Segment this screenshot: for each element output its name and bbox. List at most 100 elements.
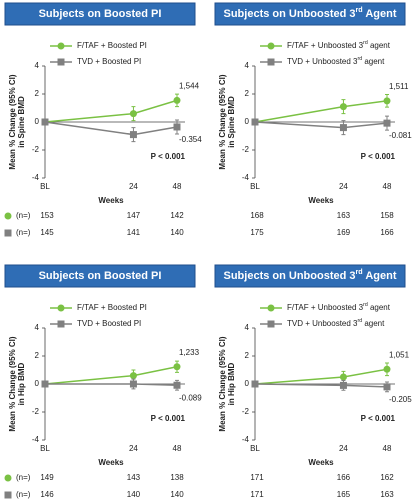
- series-line: [254, 368, 388, 385]
- y-tick-label: 2: [35, 89, 40, 98]
- point: [129, 372, 137, 380]
- x-tick-label: 48: [173, 182, 182, 191]
- n-value: 146: [40, 490, 54, 499]
- n-value: 140: [127, 490, 141, 499]
- n-value: 163: [380, 490, 394, 499]
- n-value: 141: [127, 228, 141, 237]
- n-value: 138: [170, 473, 184, 482]
- series-line: [44, 99, 178, 123]
- point: [41, 380, 49, 388]
- value-label: -0.354: [179, 135, 202, 144]
- value-label: 1,233: [179, 348, 200, 357]
- legend-marker: [267, 304, 275, 312]
- legend-label: TVD + Boosted PI: [77, 57, 141, 66]
- panel-header: [4, 2, 196, 26]
- n-value: 163: [337, 211, 351, 220]
- point: [41, 118, 49, 126]
- x-tick-label: BL: [250, 444, 260, 453]
- n-label: (n=): [16, 490, 31, 499]
- y-tick-label: -2: [242, 145, 250, 154]
- value-label: 1,544: [179, 81, 200, 90]
- series-line: [44, 121, 178, 136]
- point: [339, 373, 347, 381]
- point: [339, 124, 347, 132]
- y-tick-label: 4: [245, 323, 250, 332]
- n-marker: [4, 474, 12, 482]
- y-axis-label: in Hip BMD: [227, 362, 236, 405]
- legend-marker: [57, 320, 65, 328]
- value-label: 1,051: [389, 350, 410, 359]
- y-axis-label: in Hip BMD: [17, 362, 26, 405]
- legend-marker: [267, 320, 275, 328]
- x-tick-label: 24: [129, 444, 138, 453]
- x-axis-label: Weeks: [308, 196, 334, 205]
- value-label: -0.089: [179, 393, 202, 402]
- point: [251, 380, 259, 388]
- y-tick-label: 0: [245, 117, 250, 126]
- point: [129, 380, 137, 388]
- y-tick-label: 0: [245, 379, 250, 388]
- x-tick-label: 48: [173, 444, 182, 453]
- panel-header: [214, 264, 406, 288]
- annotation: P < 0.001: [361, 152, 396, 161]
- n-value: 140: [170, 228, 184, 237]
- panel-title: Subjects on Boosted PI: [39, 270, 162, 282]
- n-marker: [4, 491, 12, 499]
- legend-label: TVD + Unboosted 3rd agent: [287, 56, 385, 66]
- y-tick-label: -4: [242, 435, 250, 444]
- y-tick-label: -4: [242, 173, 250, 182]
- legend-label: TVD + Unboosted 3rd agent: [287, 318, 385, 328]
- point: [383, 383, 391, 391]
- x-tick-label: 48: [383, 444, 392, 453]
- y-tick-label: -4: [32, 173, 40, 182]
- point: [339, 103, 347, 111]
- y-tick-label: -2: [32, 407, 40, 416]
- annotation: P < 0.001: [361, 414, 396, 423]
- n-value: 145: [40, 228, 54, 237]
- n-value: 142: [170, 211, 184, 220]
- x-tick-label: BL: [250, 182, 260, 191]
- y-axis-label: Mean % Change (95% CI): [218, 74, 227, 169]
- annotation: P < 0.001: [151, 152, 186, 161]
- x-axis-label: Weeks: [98, 196, 124, 205]
- point: [129, 131, 137, 139]
- point: [339, 381, 347, 389]
- n-marker: [4, 212, 12, 220]
- legend-marker: [57, 58, 65, 66]
- x-tick-label: 24: [339, 182, 348, 191]
- x-tick-label: 24: [339, 444, 348, 453]
- panel-title: Subjects on Boosted PI: [39, 8, 162, 20]
- n-value: 171: [250, 490, 264, 499]
- x-tick-label: 24: [129, 182, 138, 191]
- point: [383, 365, 391, 373]
- n-value: 165: [337, 490, 351, 499]
- series-line: [44, 366, 178, 385]
- y-tick-label: -2: [32, 145, 40, 154]
- n-label: (n=): [16, 228, 31, 237]
- n-value: 168: [250, 211, 264, 220]
- n-label: (n=): [16, 473, 31, 482]
- annotation: P < 0.001: [151, 414, 186, 423]
- y-tick-label: 2: [245, 89, 250, 98]
- y-tick-label: 0: [35, 379, 40, 388]
- y-axis-label: in Spine BMD: [227, 96, 236, 148]
- series-line: [254, 383, 388, 388]
- point: [173, 381, 181, 389]
- n-value: 169: [337, 228, 351, 237]
- x-tick-label: BL: [40, 444, 50, 453]
- y-tick-label: 2: [245, 351, 250, 360]
- point: [173, 363, 181, 371]
- n-value: 143: [127, 473, 141, 482]
- legend-marker: [57, 42, 65, 50]
- series-line: [254, 100, 388, 123]
- legend-label: F/TAF + Boosted PI: [77, 303, 147, 312]
- point: [173, 96, 181, 104]
- panel-header: [214, 2, 406, 26]
- y-tick-label: 4: [35, 323, 40, 332]
- value-label: 1,511: [389, 82, 409, 91]
- legend-label: F/TAF + Unboosted 3rd agent: [287, 302, 391, 312]
- n-value: 158: [380, 211, 394, 220]
- y-tick-label: 2: [35, 351, 40, 360]
- point: [173, 123, 181, 131]
